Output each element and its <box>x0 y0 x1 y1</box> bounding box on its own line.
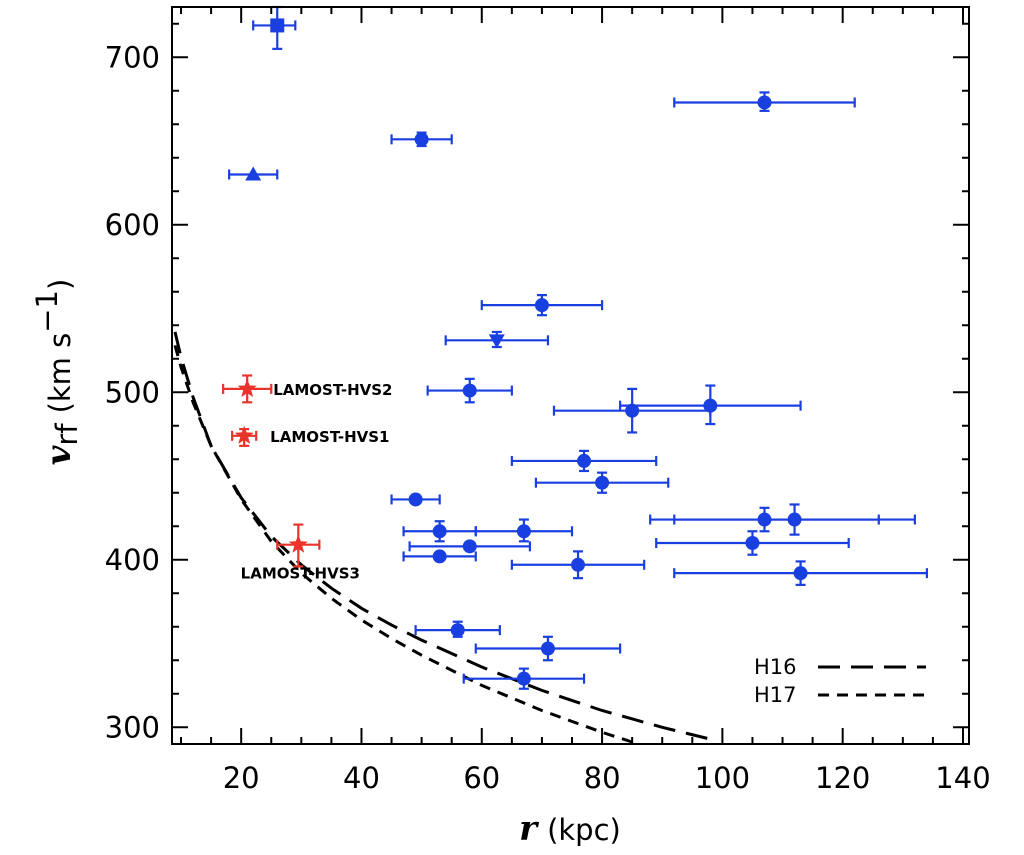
x-tick-label: 40 <box>343 761 380 795</box>
data-point <box>510 550 646 580</box>
marker-circle <box>793 566 808 581</box>
y-tick-label: 700 <box>105 40 160 74</box>
y-tick-label: 500 <box>105 375 160 409</box>
data-point <box>534 471 670 494</box>
marker-circle <box>450 623 465 638</box>
marker-circle <box>757 95 772 110</box>
point-label: LAMOST-HVS1 <box>270 428 389 446</box>
tick-marks <box>172 7 969 744</box>
x-tick-label: 140 <box>935 761 990 795</box>
legend-label: H17 <box>754 683 797 707</box>
curve-h17 <box>173 345 639 744</box>
data-point <box>444 330 550 349</box>
marker-circle <box>516 671 531 686</box>
plot-frame <box>171 6 970 745</box>
marker-circle <box>745 536 760 550</box>
x-tick-label: 20 <box>223 761 260 795</box>
marker-circle <box>625 403 640 418</box>
x-tick-label: 80 <box>584 761 621 795</box>
marker-triangle-down <box>488 334 505 349</box>
data-point <box>673 91 856 112</box>
tick-labels: 20 40 60 80 100 120 140 300 400 500 600 700 <box>105 40 991 795</box>
marker-circle <box>432 524 447 539</box>
marker-circle <box>703 398 718 413</box>
marker-circle <box>408 492 423 507</box>
y-tick-label: 600 <box>105 208 160 242</box>
point-annotations: LAMOST-HVS2 LAMOST-HVS1 LAMOST-HVS3 <box>241 381 393 583</box>
model-curves <box>173 331 717 744</box>
data-point <box>552 387 712 434</box>
marker-circle <box>414 132 429 147</box>
data-point <box>252 5 297 50</box>
data-point <box>390 492 441 507</box>
data-point <box>408 539 531 554</box>
data-points <box>222 5 928 690</box>
data-point <box>480 294 604 317</box>
marker-circle <box>462 539 477 554</box>
marker-circle <box>516 524 531 539</box>
data-point <box>673 503 916 536</box>
data-point <box>402 549 477 564</box>
marker-circle <box>787 512 802 527</box>
curve-h16 <box>173 331 717 743</box>
marker-circle <box>534 298 549 313</box>
y-tick-label: 300 <box>105 710 160 744</box>
data-point <box>426 377 513 404</box>
marker-circle <box>432 549 447 564</box>
marker-star <box>237 378 257 397</box>
marker-circle <box>462 383 477 398</box>
point-label: LAMOST-HVS2 <box>273 381 392 399</box>
y-axis-title: vrf(km s−1) <box>30 279 84 466</box>
x-axis-title: r (kpc) <box>519 809 621 849</box>
point-label: LAMOST-HVS3 <box>241 565 360 583</box>
legend-label: H16 <box>754 655 797 679</box>
marker-circle <box>595 475 610 490</box>
data-point <box>474 518 574 543</box>
data-point <box>655 530 850 556</box>
data-point <box>228 166 279 181</box>
marker-star <box>234 425 254 444</box>
y-tick-label: 400 <box>105 543 160 577</box>
data-point <box>673 560 928 586</box>
data-point <box>402 520 477 543</box>
data-point <box>390 131 453 148</box>
x-tick-label: 60 <box>463 761 500 795</box>
marker-circle <box>540 641 555 656</box>
data-point <box>414 620 501 638</box>
data-point <box>474 635 622 662</box>
marker-triangle-up <box>245 166 262 181</box>
marker-star <box>288 534 308 553</box>
data-point <box>462 667 586 690</box>
data-point <box>510 449 658 473</box>
marker-square <box>270 18 285 33</box>
data-point <box>222 374 273 404</box>
data-point <box>619 384 802 426</box>
x-tick-label: 120 <box>815 761 870 795</box>
data-point <box>231 425 258 447</box>
data-point <box>276 523 321 568</box>
marker-circle <box>571 557 586 572</box>
axes <box>171 6 970 745</box>
x-tick-label: 100 <box>695 761 750 795</box>
marker-circle <box>577 453 592 468</box>
